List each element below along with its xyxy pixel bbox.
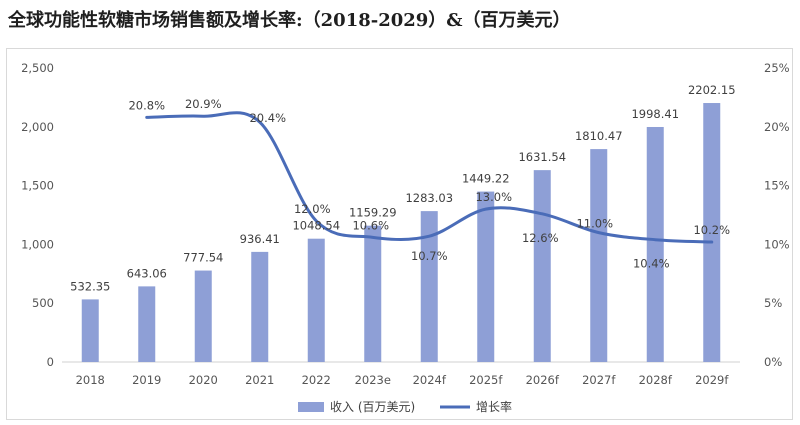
revenue-data-label: 1048.54	[292, 219, 340, 233]
x-tick-label: 2029f	[695, 373, 729, 387]
legend-line-label: 增长率	[476, 399, 512, 414]
y-left-tick-label: 1,500	[21, 179, 54, 193]
growth-data-label: 13.0%	[475, 190, 512, 204]
revenue-bar	[251, 251, 269, 362]
growth-data-label: 11.0%	[576, 217, 613, 231]
growth-rate-line	[145, 111, 714, 244]
y-right-tick-label: 15%	[764, 179, 790, 193]
revenue-bar	[194, 270, 212, 362]
growth-data-label: 20.8%	[128, 98, 165, 112]
x-tick-label: 2018	[76, 373, 105, 387]
revenue-bar	[307, 238, 325, 362]
x-tick-label: 2028f	[639, 373, 673, 387]
y-right-tick-label: 25%	[764, 61, 790, 75]
revenue-bar	[646, 126, 664, 362]
revenue-data-label: 1810.47	[575, 129, 623, 143]
legend-bar-label: 收入 (百万美元)	[330, 400, 415, 414]
y-right-tick-label: 20%	[764, 120, 790, 134]
y-left-tick-label: 500	[32, 296, 54, 310]
y-left-tick-label: 0	[47, 355, 54, 369]
revenue-data-label: 1449.22	[462, 172, 510, 186]
revenue-data-label: 1631.54	[518, 150, 566, 164]
y-right-tick-label: 0%	[764, 355, 782, 369]
growth-data-label: 12.0%	[294, 202, 331, 216]
revenue-data-label: 643.06	[127, 266, 167, 280]
revenue-bar	[138, 286, 156, 362]
x-tick-label: 2027f	[582, 373, 616, 387]
x-tick-label: 2022	[302, 373, 331, 387]
x-tick-label: 2020	[189, 373, 218, 387]
x-tick-label: 2024f	[413, 373, 447, 387]
revenue-data-label: 1159.29	[349, 206, 397, 220]
revenue-bar	[81, 299, 99, 362]
growth-data-label: 10.4%	[633, 257, 670, 271]
x-tick-label: 2021	[245, 373, 274, 387]
revenue-bar	[477, 191, 495, 362]
revenue-data-label: 1283.03	[405, 191, 453, 205]
revenue-data-label: 532.35	[70, 279, 110, 293]
x-tick-label: 2019	[132, 373, 161, 387]
revenue-data-label: 936.41	[240, 232, 280, 246]
y-left-tick-label: 2,000	[21, 120, 54, 134]
x-tick-label: 2025f	[469, 373, 503, 387]
revenue-bar	[533, 170, 551, 362]
y-right-tick-label: 10%	[764, 237, 790, 251]
revenue-data-label: 1998.41	[631, 107, 679, 121]
revenue-bar	[703, 103, 721, 362]
growth-data-label: 10.2%	[693, 223, 730, 237]
growth-data-label: 10.6%	[352, 218, 389, 232]
revenue-data-label: 777.54	[183, 251, 223, 265]
y-left-tick-label: 1,000	[21, 237, 54, 251]
revenue-bar	[590, 149, 608, 362]
y-right-tick-label: 5%	[764, 296, 782, 310]
y-left-tick-label: 2,500	[21, 61, 54, 75]
growth-data-label: 12.6%	[522, 231, 559, 245]
legend-bar-swatch	[298, 402, 324, 412]
revenue-bar	[420, 211, 438, 362]
growth-data-label: 10.7%	[411, 249, 448, 263]
growth-data-label: 20.9%	[185, 97, 222, 111]
revenue-data-label: 2202.15	[688, 83, 736, 97]
revenue-bar	[364, 225, 382, 362]
growth-data-label: 20.4%	[249, 111, 286, 125]
chart-title: 全球功能性软糖市场销售额及增长率:（2018-2029）&（百万美元）	[8, 10, 571, 31]
x-tick-label: 2023e	[355, 373, 391, 387]
x-tick-label: 2026f	[526, 373, 560, 387]
